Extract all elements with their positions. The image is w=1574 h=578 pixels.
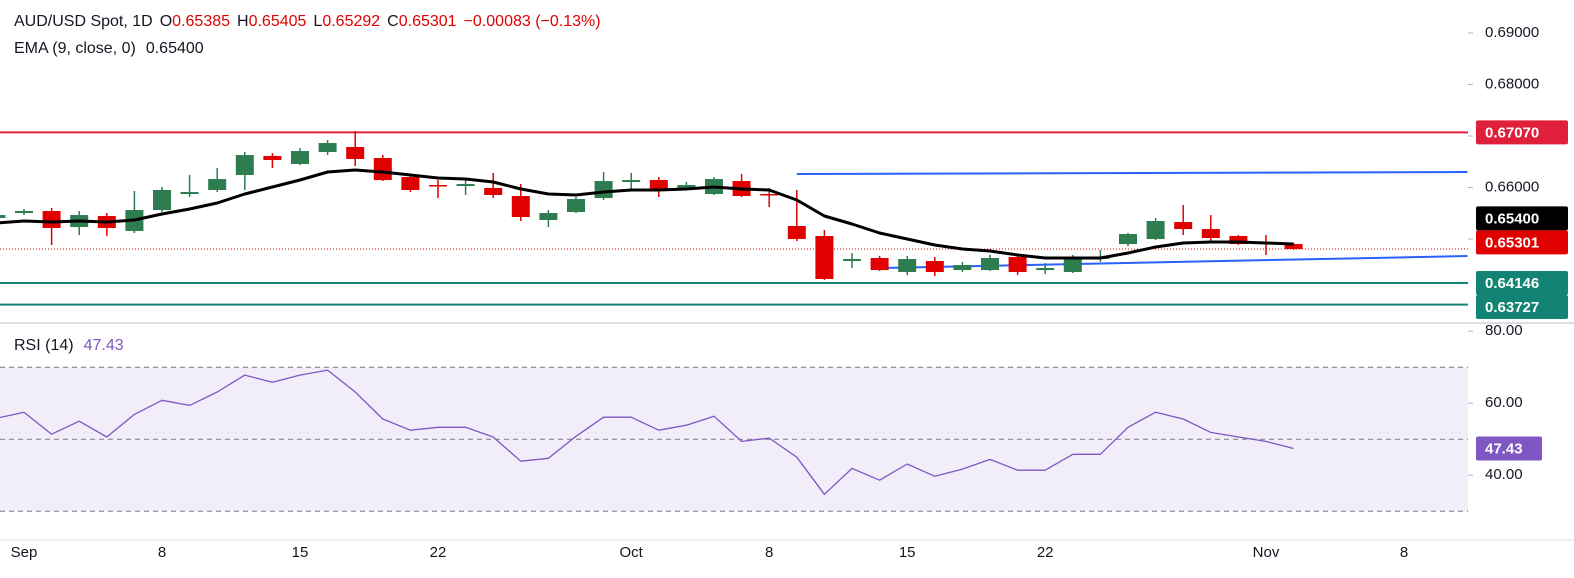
candle-body (843, 259, 861, 262)
candle-body (953, 265, 972, 271)
price-pane (0, 131, 1468, 306)
y-tick-label: 40.00 (1485, 466, 1523, 483)
trend-line (879, 255, 1468, 270)
change-value: −0.00083 (−0.13%) (464, 13, 601, 30)
price-label-box-text: 0.65301 (1485, 234, 1539, 251)
candle-body (1229, 235, 1248, 245)
candle-body (263, 156, 282, 161)
y-tick-label: 0.69000 (1485, 24, 1539, 41)
candle-body (1201, 229, 1220, 238)
candle-body (594, 181, 613, 199)
candle-body (429, 185, 447, 187)
price-label-box-text: 0.65400 (1485, 210, 1539, 227)
candle-body (925, 261, 944, 272)
candle-body (567, 199, 585, 213)
candle-body (815, 235, 834, 279)
axes: 0.690000.680000.670000.660000.6500080.00… (11, 24, 1568, 561)
candle-body (511, 196, 530, 218)
rsi-legend-name: RSI (14) (14, 337, 74, 354)
x-tick-label: 8 (765, 544, 773, 561)
candle-body (180, 192, 199, 195)
price-label-box-text: 0.63727 (1485, 299, 1539, 316)
candle-body (0, 215, 6, 219)
ema-legend-value: 0.65400 (146, 40, 204, 57)
candle-body (153, 189, 171, 211)
candle-body (1119, 234, 1137, 245)
candle-body (1174, 222, 1193, 230)
y-tick-label: 0.68000 (1485, 75, 1539, 92)
ohlc-value: 0.65292 (322, 13, 380, 30)
price-label-box-text: 0.64146 (1485, 275, 1539, 292)
candle-body (760, 194, 779, 196)
candle-body (1008, 257, 1027, 272)
candle-body (787, 225, 806, 240)
y-tick-label: 60.00 (1485, 394, 1523, 411)
x-tick-label: Oct (620, 544, 644, 561)
candle-body (346, 146, 365, 159)
candle-body (539, 213, 558, 221)
x-tick-label: Nov (1253, 544, 1280, 561)
x-tick-label: 8 (158, 544, 166, 561)
x-tick-label: 22 (430, 544, 447, 561)
price-label-box (1476, 271, 1568, 296)
candle-body (649, 180, 668, 190)
y-tick-label: 80.00 (1485, 322, 1523, 339)
candle-body (1063, 258, 1082, 272)
ohlc-value: 0.65385 (172, 13, 230, 30)
candle-body (870, 258, 889, 271)
ohlc-label: H (237, 13, 249, 30)
rsi-pane (0, 366, 1468, 512)
candle-body (318, 143, 337, 152)
rsi-label-box-text: 47.43 (1485, 440, 1523, 457)
candle-body (373, 158, 392, 181)
candle-body (1284, 244, 1303, 250)
ohlc-label: O (160, 13, 172, 30)
price-label-box-text: 0.67070 (1485, 124, 1539, 141)
symbol-title: AUD/USD Spot, 1D (14, 13, 153, 30)
candle-body (484, 187, 503, 195)
rsi-legend-value: 47.43 (84, 337, 124, 354)
x-tick-label: 22 (1037, 544, 1054, 561)
price-label-box (1476, 230, 1568, 255)
x-tick-label: Sep (11, 544, 38, 561)
x-tick-label: 15 (292, 544, 309, 561)
candle-body (456, 184, 475, 187)
candle-body (235, 155, 254, 176)
rsi-label-box (1476, 436, 1542, 461)
candle-body (622, 180, 641, 183)
candle-body (1036, 268, 1055, 271)
trend-line (796, 171, 1468, 176)
candle-body (1146, 221, 1165, 240)
rsi-line (0, 369, 1294, 495)
ohlc-value: 0.65301 (399, 13, 457, 30)
candle-body (401, 177, 420, 190)
candle-body (981, 258, 999, 271)
candle-body (291, 151, 309, 164)
candle-body (898, 259, 917, 272)
ema-line (0, 168, 1294, 260)
candle-body (15, 211, 33, 214)
price-label-box (1476, 120, 1568, 145)
price-label-box (1476, 295, 1568, 320)
ema-legend-name: EMA (9, close, 0) (14, 40, 136, 57)
x-tick-label: 15 (899, 544, 916, 561)
x-tick-label: 8 (1400, 544, 1408, 561)
ohlc-label: L (313, 13, 322, 30)
ohlc-label: C (387, 13, 399, 30)
legend: AUD/USD Spot, 1D O 0.65385 H 0.65405 L 0.65292… (14, 13, 601, 354)
ohlc-value: 0.65405 (249, 13, 307, 30)
candle-body (42, 211, 61, 229)
candle-body (208, 179, 227, 190)
y-tick-label: 0.66000 (1485, 178, 1539, 195)
price-label-box (1476, 206, 1568, 231)
candle-body (677, 185, 696, 190)
